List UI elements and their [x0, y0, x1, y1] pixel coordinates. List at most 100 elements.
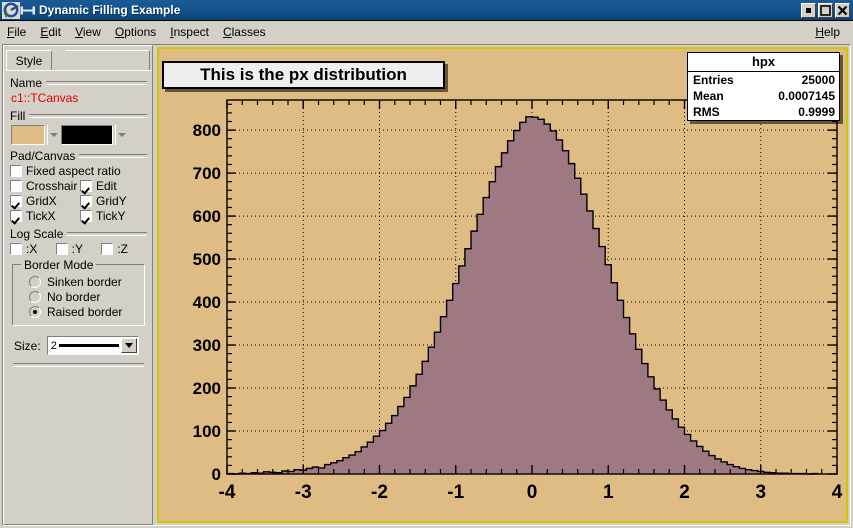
svg-text:-1: -1 — [447, 482, 464, 503]
root-canvas[interactable]: 0 100 200 300 400 500 600 700 800 -4 -3 -2 -1 0 1 2 3 4 T… — [157, 47, 848, 523]
group-fill-label: Fill — [10, 108, 26, 123]
svg-text:200: 200 — [193, 379, 221, 398]
menu-view[interactable]: View — [75, 24, 101, 39]
svg-text:2: 2 — [679, 482, 690, 503]
size-label: Size: — [14, 338, 41, 353]
minimize-button[interactable] — [801, 2, 816, 18]
menu-inspect[interactable]: Inspect — [170, 24, 209, 39]
checkbox-log-x[interactable]: :X — [10, 242, 56, 256]
tickx-label: TickX — [26, 209, 56, 223]
window-titlebar[interactable]: Dynamic Filling Example — [0, 0, 853, 21]
checkbox-gridy[interactable]: GridY — [80, 194, 127, 208]
window-title: Dynamic Filling Example — [39, 3, 181, 17]
group-fill: Fill — [10, 108, 147, 123]
close-button[interactable] — [835, 2, 850, 18]
menu-help-rest: elp — [823, 24, 840, 39]
stats-entries-key: Entries — [693, 73, 734, 87]
gridx-box[interactable] — [10, 195, 22, 207]
plot-title-text: This is the px distribution — [200, 65, 407, 84]
fill-pattern-swatch[interactable] — [61, 125, 113, 145]
border-mode-group: Border Mode Sinken border No border Rais… — [12, 258, 145, 326]
checkbox-log-z[interactable]: :Z — [101, 242, 147, 256]
menu-file[interactable]: File — [7, 24, 27, 39]
log-z-box[interactable] — [101, 243, 114, 255]
menu-edit[interactable]: Edit — [40, 24, 62, 39]
edit-box[interactable] — [80, 180, 92, 192]
size-dropdown-button[interactable] — [120, 338, 137, 353]
menu-inspect-rest: nspect — [173, 24, 209, 39]
radio-raised-border[interactable]: Raised border — [29, 305, 140, 319]
tickx-box[interactable] — [10, 210, 22, 222]
row-gridx-gridy: GridX GridY — [10, 194, 147, 208]
gridy-box[interactable] — [80, 195, 92, 207]
canvas-container: 0 100 200 300 400 500 600 700 800 -4 -3 -2 -1 0 1 2 3 4 T… — [155, 45, 850, 525]
stats-mean-key: Mean — [693, 89, 724, 103]
svg-text:4: 4 — [832, 482, 843, 503]
row-tickx-ticky: TickX TickY — [10, 209, 147, 223]
log-x-label: :X — [26, 242, 38, 256]
gridx-label: GridX — [26, 194, 57, 208]
checkbox-ticky[interactable]: TickY — [80, 209, 126, 223]
log-y-box[interactable] — [55, 243, 68, 255]
group-logscale-label: Log Scale — [10, 226, 64, 241]
no-border-radio[interactable] — [29, 291, 41, 303]
border-mode-legend: Border Mode — [21, 258, 97, 272]
ticky-box[interactable] — [80, 210, 92, 222]
fill-color-swatch[interactable] — [11, 125, 45, 145]
statistics-box[interactable]: hpx Entries 25000 Mean 0.0007145 RMS 0.9… — [687, 52, 840, 121]
histogram-plot[interactable]: 0 100 200 300 400 500 600 700 800 -4 -3 -2 -1 0 1 2 3 4 — [159, 49, 846, 521]
root-logo-icon — [2, 1, 20, 19]
fixed-aspect-ratio-box[interactable] — [10, 165, 22, 177]
group-logscale: Log Scale — [10, 226, 147, 241]
fill-pattern-dropdown-arrow[interactable] — [115, 125, 127, 145]
plot-title-box[interactable]: This is the px distribution — [162, 61, 445, 89]
fill-color-dropdown-arrow[interactable] — [47, 125, 59, 145]
checkbox-fixed-aspect-ratio[interactable]: Fixed aspect ratio — [10, 164, 121, 178]
editor-tabstrip: Style — [6, 48, 152, 71]
group-name-rule — [46, 80, 147, 85]
svg-text:-2: -2 — [371, 482, 388, 503]
group-padcanvas-rule — [79, 153, 147, 158]
group-padcanvas: Pad/Canvas — [10, 148, 147, 163]
tab-style[interactable]: Style — [6, 50, 52, 70]
group-name-label: Name — [10, 75, 43, 90]
tabstrip-filler — [66, 50, 150, 70]
checkbox-tickx[interactable]: TickX — [10, 209, 80, 223]
log-x-box[interactable] — [10, 243, 22, 255]
style-editor-panel: Style Name c1::TCanvas Fill — [3, 45, 153, 525]
checkbox-log-y[interactable]: :Y — [55, 242, 102, 256]
log-y-label: :Y — [71, 242, 84, 256]
size-combobox[interactable]: 2 — [46, 336, 139, 355]
window-controls — [801, 2, 850, 18]
menu-classes[interactable]: Classes — [222, 24, 266, 39]
radio-no-border[interactable]: No border — [29, 290, 140, 304]
menu-classes-rest: lasses — [231, 24, 266, 39]
sinken-border-radio[interactable] — [29, 276, 41, 288]
checkbox-gridx[interactable]: GridX — [10, 194, 80, 208]
menubar: File Edit View Options Inspect Classes H… — [0, 21, 853, 42]
radio-sinken-border[interactable]: Sinken border — [29, 275, 140, 289]
stats-entries-value: 25000 — [801, 73, 835, 87]
chevron-down-icon — [124, 343, 133, 348]
stats-row-mean: Mean 0.0007145 — [688, 88, 839, 104]
stats-row-rms: RMS 0.9999 — [688, 104, 839, 120]
menu-options[interactable]: Options — [114, 24, 157, 39]
svg-text:400: 400 — [193, 293, 221, 312]
svg-text:1: 1 — [603, 482, 614, 503]
row-crosshair-edit: Crosshair Edit — [10, 179, 147, 193]
fixed-aspect-ratio-label: Fixed aspect ratio — [26, 164, 121, 178]
svg-text:0: 0 — [527, 482, 538, 503]
menu-help[interactable]: Help — [815, 24, 840, 39]
stats-rms-key: RMS — [693, 105, 720, 119]
maximize-button[interactable] — [818, 2, 833, 18]
checkbox-crosshair[interactable]: Crosshair — [10, 179, 80, 193]
crosshair-box[interactable] — [10, 180, 22, 192]
checkbox-edit[interactable]: Edit — [80, 179, 117, 193]
no-border-label: No border — [47, 290, 101, 304]
raised-border-radio[interactable] — [29, 306, 41, 318]
stats-row-entries: Entries 25000 — [688, 72, 839, 88]
editor-separator — [13, 363, 144, 367]
svg-text:100: 100 — [193, 422, 221, 441]
size-value: 2 — [50, 339, 57, 352]
close-icon — [837, 5, 848, 15]
